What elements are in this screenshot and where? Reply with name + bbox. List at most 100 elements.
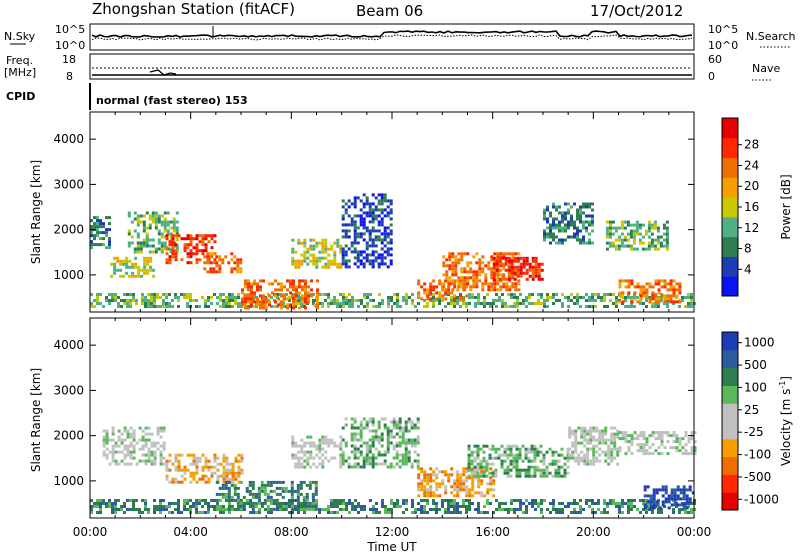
data-cell (471, 476, 475, 480)
data-cell (586, 447, 590, 451)
data-cell (652, 491, 656, 495)
data-cell (435, 488, 439, 492)
data-cell (132, 296, 135, 299)
data-cell (583, 459, 587, 463)
data-cell (630, 282, 634, 286)
data-cell (311, 501, 315, 505)
data-cell (554, 474, 558, 478)
data-cell (274, 294, 277, 298)
data-cell (398, 420, 402, 424)
data-cell (321, 438, 325, 442)
data-cell (644, 247, 648, 251)
data-cell (591, 299, 594, 302)
data-cell (392, 417, 396, 421)
data-cell (231, 471, 235, 475)
data-cell (493, 252, 497, 256)
data-cell (471, 473, 475, 477)
data-cell (153, 505, 156, 508)
data-cell (303, 244, 307, 248)
data-cell (381, 302, 384, 305)
data-cell (374, 238, 378, 242)
data-cell (165, 293, 168, 296)
data-cell (647, 220, 651, 224)
data-cell (489, 476, 493, 480)
data-cell (218, 255, 222, 259)
data-cell (444, 488, 448, 492)
data-cell (402, 296, 405, 299)
data-cell (351, 299, 354, 302)
data-cell (383, 238, 387, 242)
data-cell (183, 246, 187, 250)
cpid-text: normal (fast stereo) 153 (96, 94, 248, 107)
data-cell (148, 244, 152, 248)
data-cell (277, 297, 280, 301)
data-cell (186, 302, 189, 305)
data-cell (483, 305, 486, 308)
data-cell (377, 235, 381, 239)
data-cell (389, 217, 393, 221)
data-cell (670, 494, 674, 498)
data-cell (586, 432, 590, 436)
data-cell (473, 471, 477, 475)
data-cell (228, 305, 231, 308)
data-cell (613, 432, 617, 436)
data-cell (462, 470, 466, 474)
nave-label: Nave (752, 62, 780, 75)
data-cell (350, 417, 354, 421)
data-cell (132, 456, 136, 460)
data-cell (169, 232, 173, 236)
data-cell (245, 501, 249, 505)
data-cell (336, 244, 340, 248)
data-cell (635, 220, 639, 224)
data-cell (315, 256, 319, 260)
data-cell (510, 271, 514, 275)
data-cell (222, 305, 225, 308)
data-cell (633, 499, 636, 502)
data-cell (615, 505, 618, 508)
data-cell (342, 305, 345, 308)
data-cell (270, 296, 273, 299)
data-cell (407, 459, 411, 463)
data-cell (330, 502, 333, 505)
data-cell (354, 508, 357, 511)
data-cell (591, 508, 594, 511)
data-cell (311, 495, 315, 499)
data-cell (539, 471, 543, 475)
data-cell (487, 261, 491, 265)
data-cell (165, 302, 168, 305)
data-cell (453, 482, 457, 486)
data-cell (237, 480, 241, 484)
data-cell (474, 491, 478, 495)
data-cell (542, 471, 546, 475)
data-cell (392, 426, 396, 430)
data-cell (347, 259, 351, 263)
data-cell (610, 435, 614, 439)
data-cell (533, 468, 537, 472)
data-cell (654, 282, 658, 286)
data-cell (303, 241, 307, 245)
data-cell (270, 511, 273, 514)
data-cell (321, 238, 325, 242)
data-cell (588, 223, 591, 227)
data-cell (645, 288, 649, 292)
data-cell (477, 508, 480, 511)
data-cell (160, 241, 164, 245)
data-cell (477, 511, 480, 514)
data-cell (673, 488, 677, 492)
data-cell (316, 294, 319, 298)
data-cell (567, 296, 570, 299)
data-cell (595, 450, 599, 454)
data-cell (156, 293, 159, 296)
data-cell (280, 294, 283, 298)
data-cell (260, 483, 264, 487)
data-cell (341, 456, 345, 460)
data-cell (438, 291, 442, 295)
data-cell (485, 459, 489, 463)
data-cell (574, 450, 578, 454)
data-cell (617, 238, 621, 242)
data-cell (657, 291, 661, 295)
data-cell (533, 447, 537, 451)
nsearch-label: N.Search (746, 30, 796, 43)
data-cell (568, 435, 572, 439)
